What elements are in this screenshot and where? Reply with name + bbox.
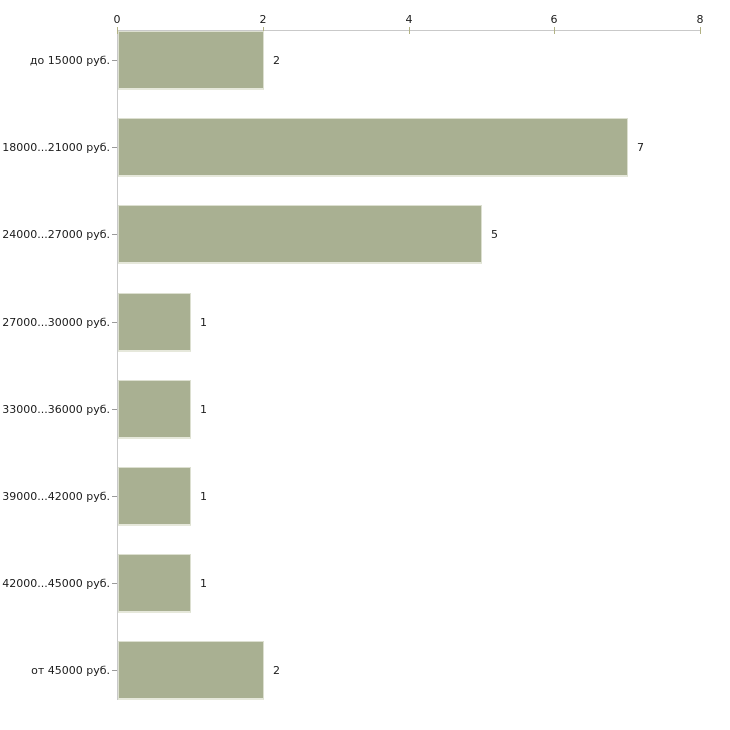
x-tick-mark bbox=[409, 27, 410, 34]
category-label: 27000...30000 руб. bbox=[2, 316, 110, 329]
y-tick-mark bbox=[112, 234, 117, 235]
x-tick-label: 0 bbox=[113, 13, 121, 26]
bar-value-label: 2 bbox=[273, 664, 280, 677]
x-tick-label: 4 bbox=[405, 13, 413, 26]
x-tick-mark bbox=[263, 27, 264, 34]
x-axis-line bbox=[117, 30, 700, 31]
y-tick-mark bbox=[112, 322, 117, 323]
bar bbox=[118, 118, 628, 177]
x-tick-mark bbox=[700, 27, 701, 34]
category-label: до 15000 руб. bbox=[29, 54, 110, 67]
bar-value-label: 1 bbox=[200, 490, 207, 503]
bar bbox=[118, 641, 264, 700]
category-label: 33000...36000 руб. bbox=[2, 403, 110, 416]
y-tick-mark bbox=[112, 583, 117, 584]
y-axis-line bbox=[117, 30, 118, 700]
category-label: 18000...21000 руб. bbox=[2, 141, 110, 154]
x-tick-label: 6 bbox=[550, 13, 558, 26]
y-tick-mark bbox=[112, 409, 117, 410]
category-label: 24000...27000 руб. bbox=[2, 228, 110, 241]
bar-value-label: 1 bbox=[200, 577, 207, 590]
bar-value-label: 1 bbox=[200, 403, 207, 416]
category-label: 39000...42000 руб. bbox=[2, 490, 110, 503]
bar-value-label: 5 bbox=[491, 228, 498, 241]
y-tick-mark bbox=[112, 147, 117, 148]
y-tick-mark bbox=[112, 60, 117, 61]
bar-value-label: 7 bbox=[637, 141, 644, 154]
bar bbox=[118, 467, 191, 526]
bar bbox=[118, 31, 264, 90]
y-tick-mark bbox=[112, 496, 117, 497]
y-tick-mark bbox=[112, 670, 117, 671]
x-tick-mark bbox=[554, 27, 555, 34]
category-label: 42000...45000 руб. bbox=[2, 577, 110, 590]
bar bbox=[118, 554, 191, 613]
bar bbox=[118, 205, 482, 264]
plot-area: 0 2 4 6 8 до 15000 руб. 2 18000...21000 руб. 7 2… bbox=[2, 13, 704, 701]
bar bbox=[118, 380, 191, 439]
bar-value-label: 2 bbox=[273, 54, 280, 67]
bar-value-label: 1 bbox=[200, 316, 207, 329]
bar bbox=[118, 293, 191, 352]
x-tick-label: 8 bbox=[696, 13, 704, 26]
x-tick-mark bbox=[117, 27, 118, 34]
category-label: от 45000 руб. bbox=[31, 664, 110, 677]
x-tick-label: 2 bbox=[259, 13, 267, 26]
